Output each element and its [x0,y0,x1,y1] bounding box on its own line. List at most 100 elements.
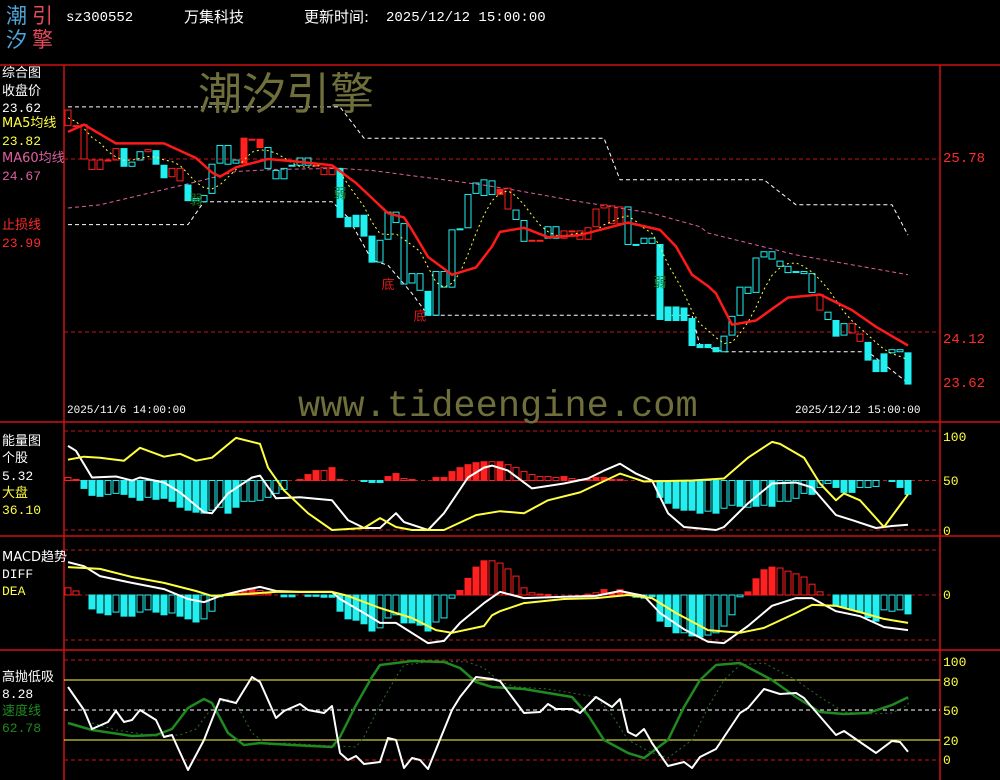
candle [520,219,528,242]
candle [104,159,112,162]
energy-bar [736,480,744,507]
hl-axis-label: 80 [943,675,959,690]
energy-bar [752,480,760,507]
speed-line [67,659,909,760]
logo-char: 潮 [6,4,27,28]
diff-label: DIFF [2,567,34,582]
dea-line [67,566,909,634]
weak-signal-label: 弱 [333,187,346,202]
energy-panel-title: 能量图 [2,434,42,449]
candle [384,211,392,240]
candle [128,161,136,167]
candle [232,159,240,164]
price-axis-label: 23.62 [943,376,986,392]
dea-label: DEA [2,584,26,599]
energy-bar [328,467,336,482]
energy-bar [304,474,312,481]
candle [288,164,296,167]
energy-bar [264,480,272,498]
macd-bar [504,568,512,596]
energy-bar [768,480,776,507]
energy-bar [712,480,720,514]
macd-bar [152,594,160,613]
candle [640,237,648,244]
candle [248,138,256,141]
candle [672,306,680,322]
ma60-label: MA60均线 [2,151,65,166]
macd-bar [144,594,152,611]
ma5-label: MA5均线 [2,116,57,131]
candle [280,167,288,180]
candle [424,290,432,316]
macd-bar [408,594,416,624]
energy-bar [168,480,176,502]
candle [272,169,280,180]
upper-band-line [68,106,909,236]
energy-bar [296,479,304,482]
energy-bar [536,476,544,482]
candle [400,223,408,285]
macd-bar [520,587,528,596]
weak-signal-label: 弱 [189,194,202,209]
macd-bar [320,594,328,598]
energy-bar [160,480,168,499]
energy-bar [904,480,912,495]
energy-bar [80,480,88,489]
hl-axis-label: 100 [943,655,967,670]
candle [608,205,616,225]
candle [856,333,864,342]
candle [160,164,168,179]
end-time-label: 2025/12/12 15:00:00 [795,405,921,417]
stop-loss-line [67,123,909,347]
energy-bar [96,480,104,497]
energy-bar [608,479,616,482]
candle [784,265,792,274]
candle [440,271,448,288]
energy-bar [872,480,880,487]
energy-bar [144,480,152,498]
macd-bar [176,594,184,617]
energy-bar [896,480,904,488]
macd-bar [832,594,840,607]
macd-bar [496,562,504,596]
macd-bar [736,594,744,598]
candle [240,137,248,164]
candle [504,187,512,210]
speed-value: 62.78 [2,721,42,736]
candle [880,353,888,373]
macd-bar [280,594,288,598]
candle [648,237,656,244]
macd-bar [512,575,520,596]
energy-bar [440,477,448,481]
energy-bar [88,480,96,496]
stock-name: 万集科技 [184,8,245,26]
candle [568,230,576,233]
energy-bar [680,480,688,511]
macd-bar [424,594,432,632]
macd-bar [160,594,168,616]
bottom-signal-label: 底 [381,277,394,293]
candle [592,208,600,228]
macd-bar [128,594,136,617]
candle [336,167,344,218]
candle [896,349,904,353]
candle [712,347,720,353]
candle [824,311,832,320]
macd-bar [328,594,336,598]
candle [768,251,776,260]
macd-bar [72,590,80,596]
close-value: 23.62 [2,101,42,116]
candle [352,214,360,228]
speed-label: 速度线 [2,704,42,719]
candle [696,343,704,349]
hl-axis-label: 50 [943,704,959,719]
macd-bar [488,560,496,596]
macd-bar [808,583,816,596]
candle [560,230,568,239]
macd-bar [680,594,688,634]
macd-bar [304,594,312,597]
candle [736,286,744,316]
candle [888,349,896,354]
url-watermark: www.tideengine.com [298,386,698,428]
